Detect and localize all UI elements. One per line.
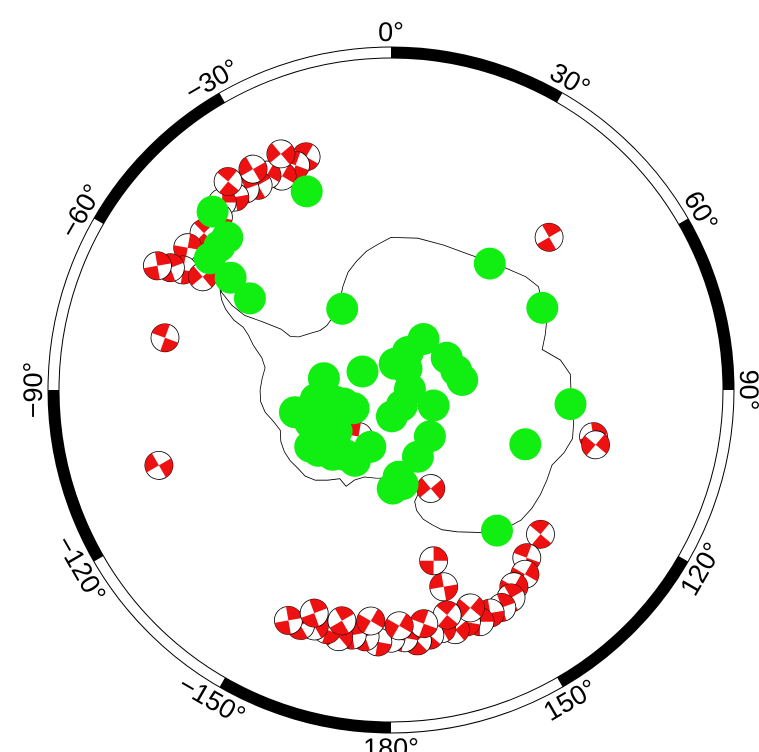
focal-mechanism [150, 323, 180, 353]
station-marker [446, 364, 479, 396]
frame-segment [678, 218, 734, 391]
frame-segment [557, 92, 689, 224]
frame-segment [48, 218, 104, 391]
focal-mechanism [534, 222, 564, 252]
frame-segment [48, 389, 104, 562]
station-marker [509, 428, 542, 461]
station-marker [326, 292, 359, 325]
focal-mechanism [144, 450, 174, 480]
focal-mechanism [327, 606, 357, 636]
focal-mechanism [273, 606, 303, 635]
station-marker [278, 396, 311, 429]
station-marker [417, 389, 450, 422]
longitude-label: 0° [378, 17, 404, 47]
frame-segment [93, 92, 225, 224]
focal-mechanism [299, 598, 329, 628]
station-marker [376, 472, 409, 505]
longitude-label: 90° [734, 370, 759, 411]
station-marker [193, 242, 226, 275]
longitude-label: −90° [18, 362, 48, 419]
map-frame [47, 46, 735, 734]
station-marker [196, 195, 229, 228]
station-marker [526, 291, 559, 324]
focal-mechanism [238, 154, 268, 184]
station-marker [401, 440, 434, 473]
frame-segment [219, 47, 392, 103]
focal-mechanism [581, 430, 610, 460]
focal-mechanism [429, 572, 459, 602]
frame-segment [219, 677, 392, 733]
frame-segment [390, 677, 563, 733]
frame-segment [390, 47, 563, 103]
station-marker [337, 392, 370, 425]
station-marker [554, 388, 587, 421]
station-marker [214, 261, 247, 294]
focal-mechanism [142, 251, 172, 281]
frame-segment [93, 556, 225, 688]
focal-mechanism [409, 609, 439, 639]
station-layer [193, 175, 587, 547]
focal-mechanism [384, 611, 414, 641]
station-marker [407, 323, 440, 355]
longitude-label: 180° [363, 733, 419, 752]
station-marker [390, 352, 423, 385]
focal-mechanism-layer [142, 139, 610, 657]
focal-mechanism [455, 593, 485, 623]
station-marker [375, 400, 408, 433]
focal-mechanism [416, 474, 446, 503]
frame-segment [557, 555, 689, 688]
station-marker [211, 221, 244, 254]
focal-mechanism [356, 606, 386, 636]
focal-mechanism [432, 600, 462, 630]
frame-inner-line [58, 57, 724, 723]
station-marker [354, 430, 387, 463]
station-marker [481, 514, 513, 547]
station-marker [233, 282, 266, 315]
frame-segment [678, 389, 734, 562]
station-marker [290, 175, 323, 208]
focal-mechanism [213, 167, 243, 196]
station-marker [473, 247, 506, 280]
focal-mechanism [266, 139, 296, 169]
focal-mechanism [526, 519, 555, 549]
station-marker [346, 355, 379, 388]
focal-mechanism [419, 546, 449, 576]
frame-outer-line [47, 46, 735, 734]
